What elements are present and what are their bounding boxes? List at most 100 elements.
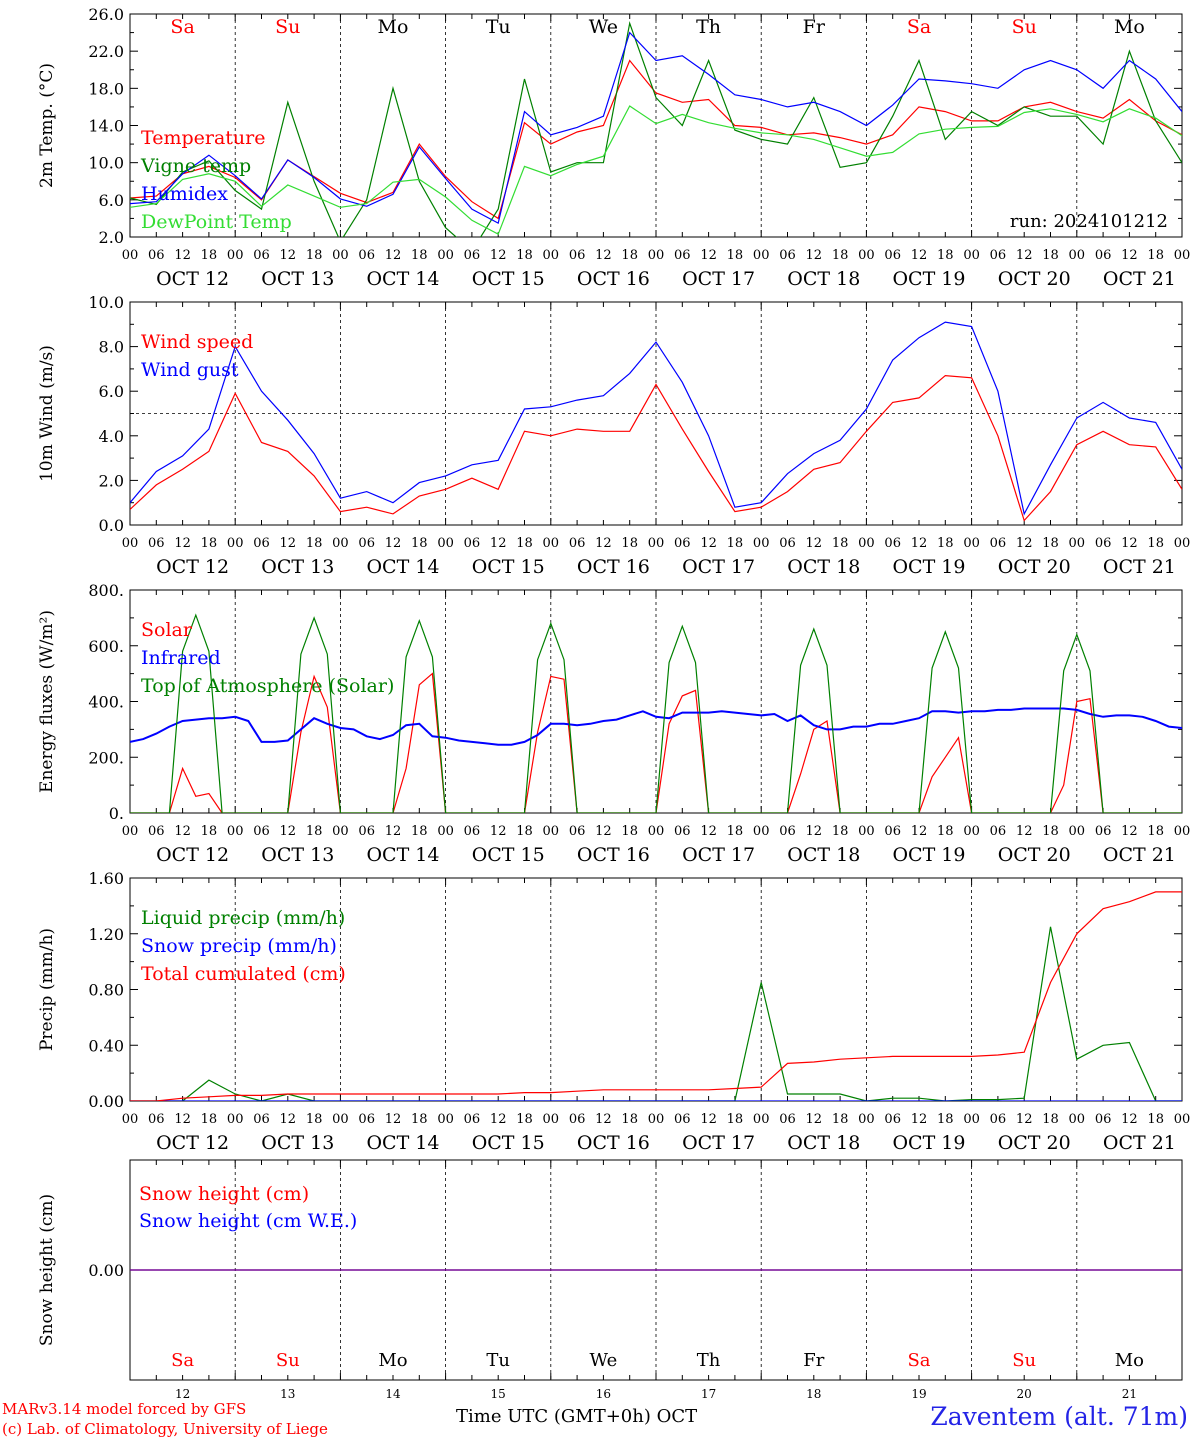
hour-tick-label: 00 [543,1112,560,1127]
date-label: OCT 19 [892,268,965,290]
y-axis-label: 10m Wind (m/s) [37,345,57,482]
time-axis-label: Time UTC (GMT+0h) [456,1406,651,1427]
hour-tick-label: 12 [806,536,823,551]
series-line [130,672,1182,813]
hour-tick-label: 00 [963,1112,980,1127]
hour-tick-label: 12 [490,248,507,263]
hour-tick-label: 12 [911,248,928,263]
day-abbr-label: Sa [907,1350,930,1371]
hour-tick-label: 18 [201,824,218,839]
hour-tick-label: 06 [1095,1112,1112,1127]
hour-tick-label: 18 [201,536,218,551]
hour-tick-label: 12 [490,824,507,839]
y-axis-label: 2m Temp. (°C) [37,63,57,188]
hour-tick-label: 00 [1174,248,1191,263]
hour-tick-label: 00 [437,248,454,263]
run-label: run: 2024101212 [1010,211,1168,232]
hour-tick-label: 18 [937,1112,954,1127]
date-label: OCT 14 [366,268,439,290]
hour-tick-label: 00 [858,824,875,839]
date-label: OCT 18 [787,1132,860,1154]
hour-tick-label: 06 [569,1112,586,1127]
date-label: OCT 12 [156,268,229,290]
hour-tick-label: 12 [174,1112,191,1127]
hour-tick-label: 12 [280,536,297,551]
hour-tick-label: 12 [174,536,191,551]
hour-tick-label: 18 [621,1112,638,1127]
day-abbr-label: We [589,16,618,38]
hour-tick-label: 06 [1095,824,1112,839]
legend-entry: Temperature [141,127,265,149]
hour-tick-label: 12 [280,248,297,263]
hour-tick-label: 12 [490,1112,507,1127]
date-label: OCT 21 [1103,268,1176,290]
day-abbr-label: We [590,1350,618,1371]
y-tick-label: 18.0 [88,79,124,98]
legend-entry: DewPoint Temp [141,211,292,233]
date-label: OCT 18 [787,268,860,290]
hour-tick-label: 06 [253,536,270,551]
hour-tick-label: 12 [1121,248,1138,263]
hour-tick-label: 12 [595,1112,612,1127]
date-label: OCT 15 [472,268,545,290]
hour-tick-label: 06 [569,248,586,263]
legend-entry: Snow height (cm) [139,1183,309,1205]
energy-panel: Energy fluxes (W/m²) 0. 200. 400. 600. 800. So… [37,581,1190,866]
hour-tick-label: 06 [569,536,586,551]
hour-tick-label: 12 [595,248,612,263]
hour-tick-label: 18 [621,536,638,551]
day-abbr-label: Tu [486,1350,510,1371]
date-label: OCT 14 [366,844,439,866]
time-axis-title: Time UTC (GMT+0h) OCT [456,1406,697,1427]
date-label: OCT 15 [472,1132,545,1154]
series-line [130,374,1182,522]
date-label: OCT 19 [892,1132,965,1154]
legend-entry: Liquid precip (mm/h) [141,907,345,929]
y-tick-label: 200. [88,748,124,767]
y-tick-label: 600. [88,637,124,656]
model-credit-line: MARv3.14 model forced by GFS [2,1400,247,1418]
hour-tick-label: 18 [1147,1112,1164,1127]
date-label: OCT 15 [472,844,545,866]
series-line [130,613,1182,813]
date-label: OCT 17 [682,268,755,290]
date-label: OCT 20 [998,1132,1071,1154]
wind-panel: 10m Wind (m/s) 0.0 2.0 4.0 6.0 8.0 10.0 Wind sp… [37,293,1190,578]
date-label: OCT 13 [261,1132,334,1154]
hour-tick-label: 18 [621,248,638,263]
y-tick-label: 0.80 [88,981,124,1000]
hour-tick-label: 18 [832,248,849,263]
hour-tick-label: 00 [122,536,139,551]
series-line [130,21,1182,237]
hour-tick-label: 00 [332,536,349,551]
hour-tick-label: 18 [411,824,428,839]
hour-tick-label: 18 [832,1112,849,1127]
legend-entry: Total cumulated (cm) [141,963,346,985]
hour-tick-label: 06 [464,1112,481,1127]
hour-tick-label: 18 [727,248,744,263]
hour-tick-label: 12 [385,248,402,263]
day-abbr-label: Mo [1115,1350,1144,1371]
hour-tick-label: 00 [122,824,139,839]
hour-tick-label: 06 [779,536,796,551]
hour-tick-label: 06 [253,1112,270,1127]
y-tick-label: 1.20 [88,925,124,944]
series-line [130,321,1182,516]
day-abbr-label: Su [1012,16,1037,38]
day-abbr-label: Mo [1114,16,1145,38]
day-number-label: 21 [1122,1387,1137,1401]
day-abbr-label: Fr [803,1350,824,1371]
hour-tick-label: 00 [122,248,139,263]
date-label: OCT 17 [682,1132,755,1154]
hour-tick-label: 00 [332,248,349,263]
hour-tick-label: 18 [516,824,533,839]
hour-tick-label: 06 [253,824,270,839]
hour-tick-label: 00 [437,824,454,839]
legend-entry: Top of Atmosphere (Solar) [141,675,394,697]
temperature-panel: 2m Temp. (°C) 2.0 6.0 10.0 14.0 18.0 22.0 26.0 T… [37,5,1190,290]
plot-frame [129,589,1183,814]
hour-tick-label: 18 [1147,248,1164,263]
day-abbr-label: Mo [378,16,409,38]
hour-tick-label: 00 [1174,1112,1191,1127]
day-number-label: 20 [1017,1387,1032,1401]
